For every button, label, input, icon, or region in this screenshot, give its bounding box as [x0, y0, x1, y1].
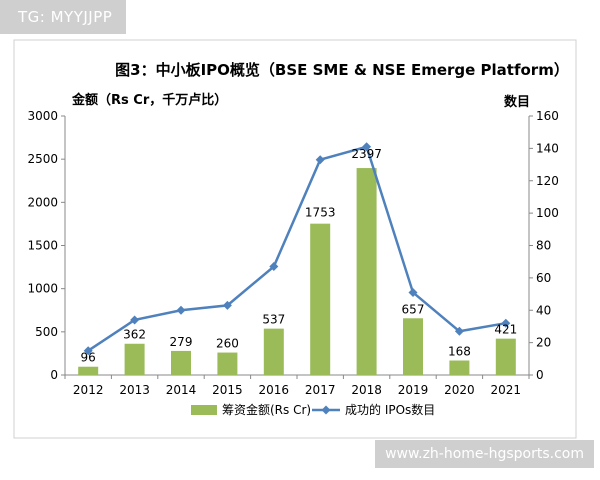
ipo-count-point — [83, 346, 93, 356]
y-left-tick-label: 2500 — [27, 152, 58, 166]
bar-value-label: 657 — [402, 302, 425, 316]
bar — [356, 168, 377, 375]
bar — [171, 350, 191, 375]
x-tick-label: 2013 — [119, 383, 150, 397]
y-right-tick-label: 140 — [536, 141, 559, 155]
ipo-count-line — [87, 145, 507, 352]
ipo-count-point — [269, 262, 279, 272]
site-watermark-badge: www.zh-home-hgsports.com — [375, 440, 594, 468]
x-tick-label: 2017 — [305, 383, 336, 397]
legend-label-line: 成功的 IPOs数目 — [345, 402, 435, 417]
x-tick-label: 2020 — [444, 383, 475, 397]
ipo-count-point — [222, 300, 232, 310]
chart-title: 图3：中小板IPO概览（BSE SME & NSE Emerge Platfor… — [115, 61, 569, 79]
bar — [263, 328, 284, 375]
y-left-tick-label: 2000 — [27, 195, 58, 209]
y-left-tick-label: 3000 — [27, 109, 58, 123]
y-right-tick-label: 160 — [536, 109, 559, 123]
tg-watermark-badge: TG: MYYJJPP — [0, 0, 127, 34]
bar-value-label: 421 — [494, 323, 517, 337]
y-right-axis-label: 数目 — [504, 94, 530, 110]
y-left-tick-label: 1000 — [27, 282, 58, 296]
legend-swatch-marker — [321, 405, 331, 415]
bar — [217, 352, 238, 375]
bar-value-label: 1753 — [305, 206, 336, 220]
bar — [495, 338, 516, 375]
x-tick-label: 2016 — [259, 383, 290, 397]
x-tick-label: 2021 — [491, 383, 522, 397]
plot-area: 0 500 1000 1500 2000 2500 3000 0 20 40 60 80 100 120 1… — [27, 109, 558, 417]
x-tick-label: 2019 — [398, 383, 429, 397]
bar-value-label: 279 — [170, 335, 193, 349]
y-right-tick-label: 80 — [536, 239, 551, 253]
y-right-tick-label: 100 — [536, 206, 559, 220]
x-tick-label: 2014 — [166, 383, 197, 397]
bar — [310, 223, 331, 375]
x-tick-label: 2018 — [351, 383, 382, 397]
x-tick-label: 2012 — [73, 383, 104, 397]
bar-value-label: 168 — [448, 344, 471, 358]
legend-swatch-bar — [191, 405, 217, 415]
bar — [124, 343, 145, 375]
chart-frame — [13, 39, 577, 439]
y-right-tick-label: 40 — [536, 303, 551, 317]
ipo-count-point — [130, 315, 140, 325]
bar-value-label: 96 — [81, 351, 96, 365]
y-left-axis-label: 金额（Rs Cr，千万卢比） — [71, 92, 227, 108]
legend-label-bar: 筹资金额(Rs Cr) — [222, 402, 311, 417]
ipo-count-point — [454, 326, 464, 336]
bar-value-label: 260 — [216, 337, 239, 351]
y-left-tick-label: 500 — [35, 325, 58, 339]
y-right-tick-label: 60 — [536, 271, 551, 285]
bar-value-label: 537 — [262, 313, 285, 327]
ipo-count-point — [176, 305, 186, 315]
bar — [449, 360, 470, 375]
ipo-count-point — [408, 287, 418, 297]
x-tick-label: 2015 — [212, 383, 243, 397]
ipo-count-point — [501, 318, 511, 328]
bar-value-label: 2397 — [351, 147, 382, 161]
y-right-tick-label: 20 — [536, 336, 551, 350]
y-left-tick-label: 0 — [50, 368, 58, 382]
y-left-tick-label: 1500 — [27, 239, 58, 253]
y-right-tick-label: 120 — [536, 174, 559, 188]
bar-value-label: 362 — [123, 328, 146, 342]
y-right-tick-label: 0 — [536, 368, 544, 382]
bar — [78, 366, 99, 375]
bar — [403, 318, 423, 375]
ipo-count-point — [362, 142, 372, 152]
ipo-count-point — [315, 155, 325, 165]
